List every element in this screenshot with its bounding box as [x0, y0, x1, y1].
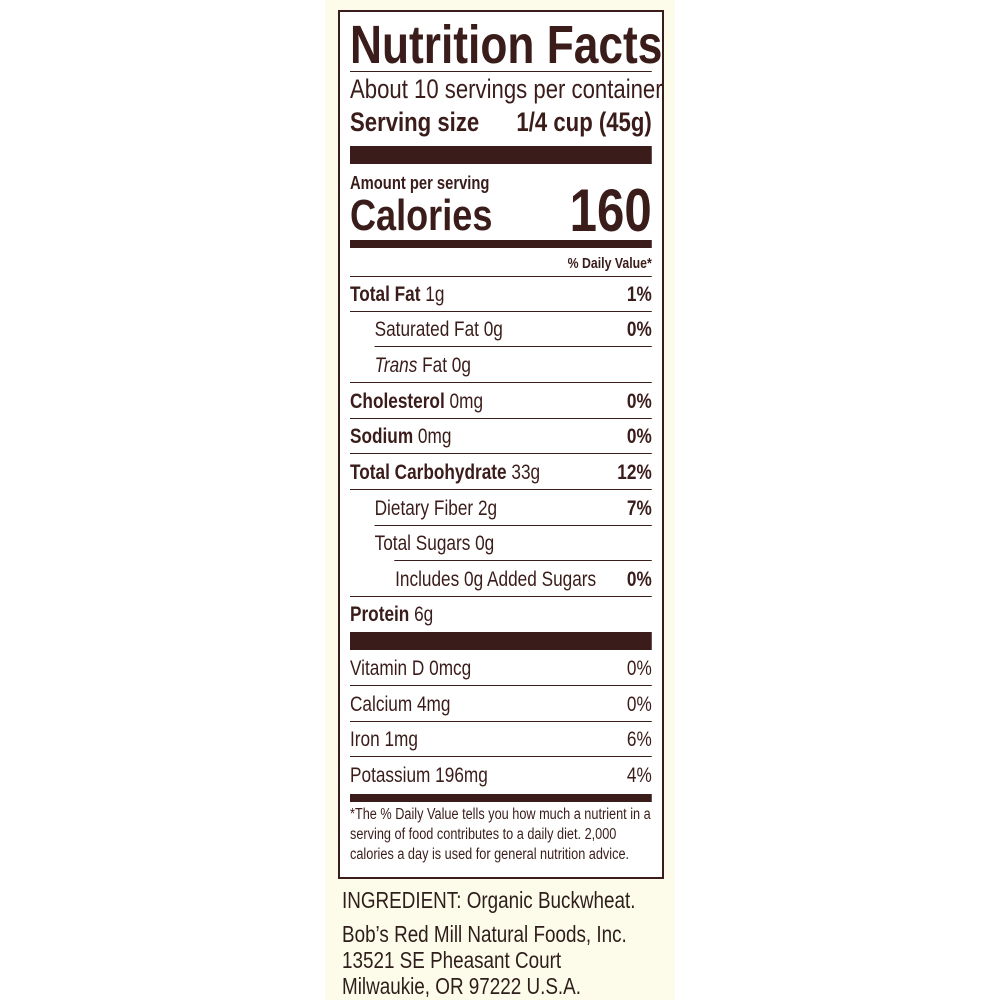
nutrient-row-protein: Protein 6g: [350, 597, 652, 632]
nutrient-name: Dietary Fiber 2g: [374, 497, 498, 520]
nutrient-amount: 0mg: [444, 390, 484, 413]
company-name: Bob’s Red Mill Natural Foods, Inc.: [342, 921, 627, 947]
nutrient-name: Saturated Fat 0g: [374, 318, 503, 341]
divider: [350, 71, 652, 72]
nutrient-row-cholesterol: Cholesterol 0mg 0%: [350, 384, 652, 419]
serving-size-label: Serving size: [350, 107, 480, 137]
serving-size-value: 1/4 cup (45g): [516, 107, 652, 137]
thick-divider: [350, 632, 652, 650]
nutrient-name: Total Fat: [350, 283, 421, 306]
nutrient-dv: 12%: [617, 461, 652, 484]
nutrient-dv: 0%: [626, 390, 652, 413]
divider: [350, 276, 652, 277]
nutrient-dv: 7%: [626, 497, 652, 520]
nutrition-facts-panel: Nutrition Facts About 10 servings per co…: [338, 10, 664, 879]
vitamin-row-potassium: Potassium 196mg 4%: [350, 758, 652, 793]
vitamin-dv: 4%: [626, 764, 652, 787]
vitamin-row-calcium: Calcium 4mg 0%: [350, 687, 652, 722]
company-street: 13521 SE Pheasant Court: [342, 947, 562, 973]
medium-divider: [350, 794, 652, 802]
amount-per-serving: Amount per serving: [350, 173, 490, 193]
vitamin-name: Vitamin D 0mcg: [350, 657, 472, 680]
nutrient-name: Total Sugars 0g: [374, 532, 495, 555]
nutrient-name: Trans: [374, 354, 418, 377]
thick-divider: [350, 146, 652, 164]
nutrient-name: Cholesterol: [350, 390, 445, 413]
vitamin-dv: 0%: [626, 657, 652, 680]
servings-per-container: About 10 servings per container: [350, 74, 663, 104]
label-bottom-text: INGREDIENT: Organic Buckwheat. Bob’s Red…: [342, 885, 670, 999]
ingredients: INGREDIENT: Organic Buckwheat.: [342, 887, 636, 913]
nutrient-name: Includes 0g Added Sugars: [395, 568, 597, 591]
vitamin-name: Calcium 4mg: [350, 693, 451, 716]
vitamin-name: Potassium 196mg: [350, 764, 488, 787]
nutrient-dv: 0%: [626, 425, 652, 448]
vitamin-name: Iron 1mg: [350, 728, 418, 751]
medium-divider: [350, 240, 652, 248]
vitamin-dv: 6%: [626, 728, 652, 751]
nutrient-row-dietary-fiber: Dietary Fiber 2g 7%: [350, 491, 652, 526]
nutrient-row-added-sugars: Includes 0g Added Sugars 0%: [350, 562, 652, 597]
vitamin-row-iron: Iron 1mg 6%: [350, 722, 652, 757]
nutrient-name: Protein: [350, 603, 410, 626]
nutrient-dv: 0%: [626, 318, 652, 341]
vitamin-dv: 0%: [626, 693, 652, 716]
nutrient-row-total-fat: Total Fat 1g 1%: [350, 277, 652, 312]
nutrient-row-trans-fat: Trans Fat 0g: [350, 348, 652, 383]
company-city: Milwaukie, OR 97222 U.S.A.: [342, 973, 581, 999]
nutrient-dv: 1%: [626, 283, 652, 306]
nutrient-amount: 33g: [506, 461, 541, 484]
nutrient-name: Sodium: [350, 425, 414, 448]
title: Nutrition Facts: [350, 15, 663, 75]
nutrient-row-total-carbohydrate: Total Carbohydrate 33g 12%: [350, 455, 652, 490]
nutrient-name: Total Carbohydrate: [350, 461, 507, 484]
footnote: *The % Daily Value tells you how much a …: [350, 806, 651, 863]
nutrient-row-total-sugars: Total Sugars 0g: [350, 526, 652, 561]
calories-label: Calories: [350, 191, 493, 240]
daily-value-header: % Daily Value*: [567, 255, 652, 272]
nutrient-row-sodium: Sodium 0mg 0%: [350, 419, 652, 454]
vitamin-row-vitamin-d: Vitamin D 0mcg 0%: [350, 651, 652, 686]
nutrient-dv: 0%: [626, 568, 652, 591]
calories-value: 160: [569, 177, 652, 244]
nutrient-amount: 6g: [409, 603, 434, 626]
nutrient-amount: Fat 0g: [417, 354, 471, 377]
nutrient-amount: 0mg: [413, 425, 452, 448]
nutrient-amount: 1g: [420, 283, 445, 306]
nutrient-row-saturated-fat: Saturated Fat 0g 0%: [350, 312, 652, 347]
